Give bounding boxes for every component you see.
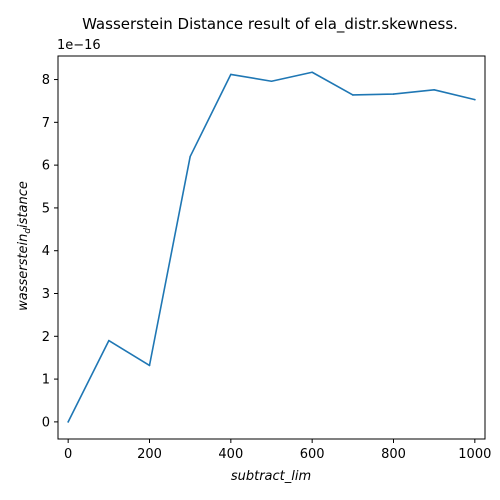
x-tick-label: 0 bbox=[64, 447, 72, 462]
plot-frame bbox=[57, 55, 486, 440]
data-point bbox=[148, 364, 151, 367]
data-point bbox=[392, 93, 395, 95]
data-point bbox=[352, 94, 354, 96]
y-axis-label-sub: d bbox=[23, 228, 33, 234]
data-point bbox=[189, 155, 191, 158]
x-tick-label: 200 bbox=[137, 447, 162, 462]
data-point bbox=[474, 98, 476, 101]
y-tick-label: 7 bbox=[42, 116, 50, 131]
y-tick-label: 5 bbox=[42, 201, 50, 216]
y-tick-label: 6 bbox=[42, 159, 50, 174]
data-point bbox=[108, 339, 110, 342]
y-tick-label: 1 bbox=[42, 373, 50, 388]
y-offset-label: 1e−16 bbox=[57, 38, 101, 53]
x-tick-label: 400 bbox=[218, 447, 243, 462]
series-line-0 bbox=[67, 71, 476, 423]
y-tick-label: 2 bbox=[42, 330, 50, 345]
y-tick-label: 3 bbox=[42, 287, 50, 302]
y-axis-label-main: wasserstein bbox=[16, 234, 31, 311]
data-point bbox=[67, 421, 69, 423]
x-tick-label: 800 bbox=[381, 447, 406, 462]
data-point bbox=[311, 71, 313, 74]
x-axis-label: subtract_lim bbox=[231, 469, 311, 484]
y-axis-label: wassersteindistance bbox=[16, 181, 33, 311]
y-tick-label: 8 bbox=[42, 73, 50, 88]
data-point bbox=[230, 73, 232, 76]
data-point bbox=[270, 80, 273, 83]
data-point bbox=[433, 89, 435, 91]
y-tick-label: 4 bbox=[42, 244, 50, 259]
x-tick-label: 600 bbox=[300, 447, 325, 462]
y-axis-label-tail: istance bbox=[16, 181, 31, 228]
y-tick-label: 0 bbox=[42, 415, 50, 430]
chart-title: Wasserstein Distance result of ela_distr… bbox=[82, 15, 458, 34]
x-tick-label: 1000 bbox=[458, 447, 491, 462]
